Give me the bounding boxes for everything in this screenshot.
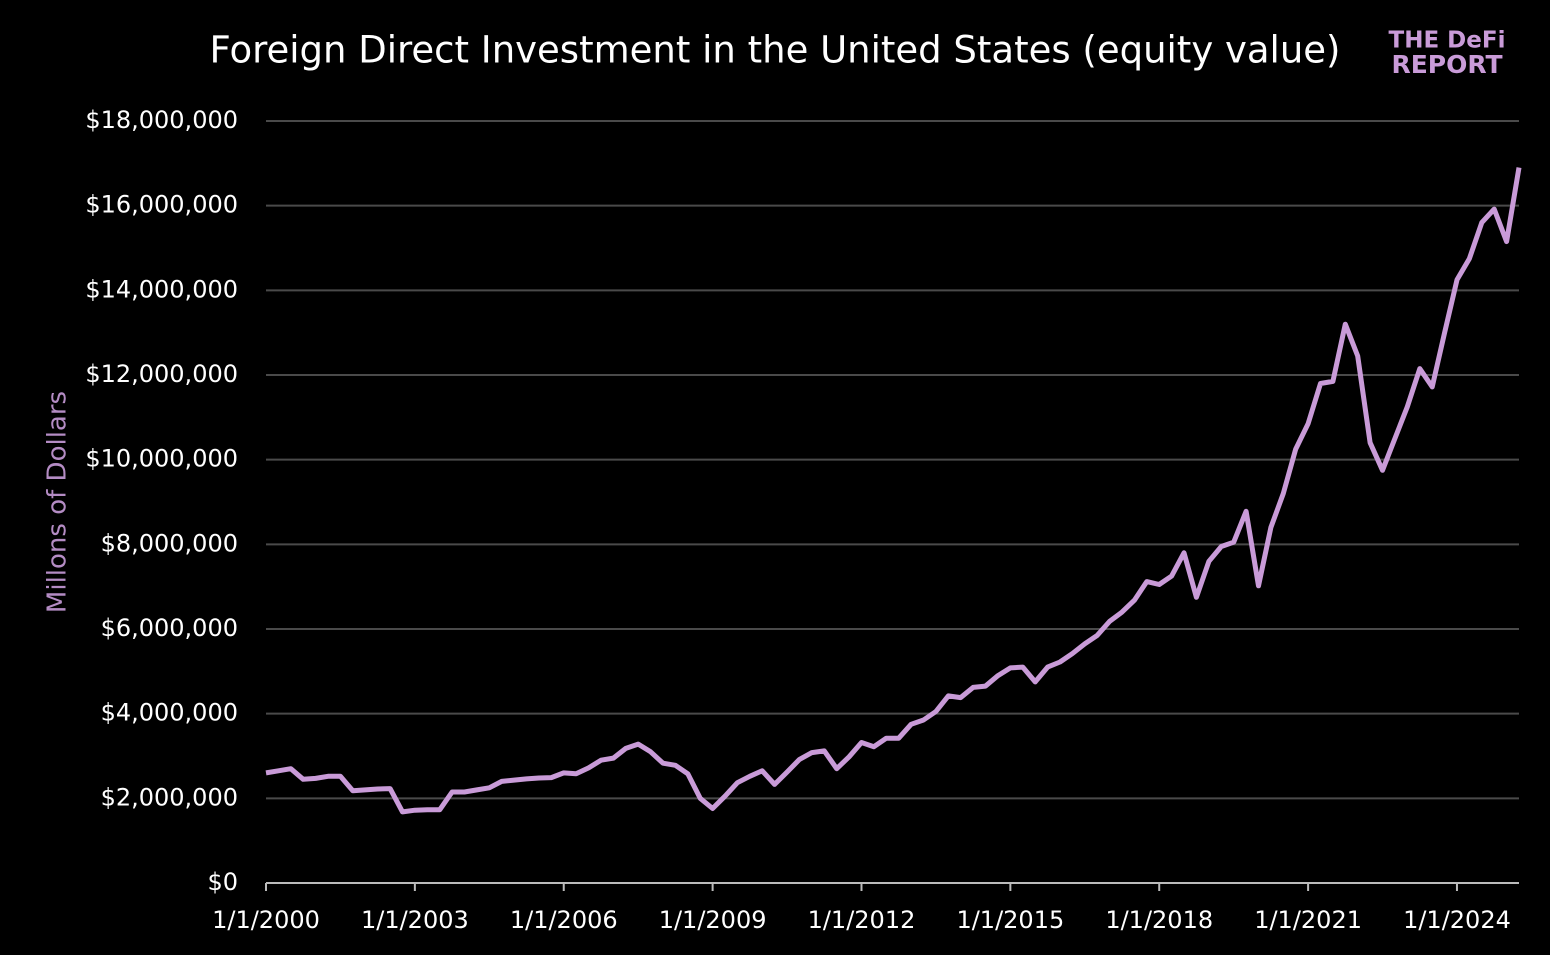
- data-line: [265, 167, 1522, 815]
- x-tick-label: 1/1/2006: [510, 906, 618, 934]
- y-tick-label: $12,000,000: [85, 360, 238, 388]
- y-axis-label: Millons of Dollars: [43, 391, 73, 613]
- y-tick-label: $8,000,000: [101, 529, 238, 557]
- x-tick-label: 1/1/2003: [361, 906, 469, 934]
- x-tick-label: 1/1/2024: [1403, 906, 1511, 934]
- y-tick-label: $6,000,000: [101, 614, 238, 642]
- y-tick-label: $0: [207, 868, 238, 896]
- x-tick-label: 1/1/2012: [808, 906, 916, 934]
- logo-line: REPORT: [1391, 50, 1502, 79]
- logo-line: THE DeFi: [1389, 28, 1506, 54]
- y-tick-label: $2,000,000: [101, 783, 238, 811]
- x-tick-label: 1/1/2000: [212, 906, 320, 934]
- x-tick-label: 1/1/2015: [956, 906, 1064, 934]
- x-tick-label: 1/1/2021: [1254, 906, 1362, 934]
- chart-title: Foreign Direct Investment in the United …: [210, 29, 1341, 72]
- x-tick-label: 1/1/2018: [1105, 906, 1213, 934]
- y-tick-label: $18,000,000: [85, 106, 238, 134]
- y-tick-label: $4,000,000: [101, 699, 238, 727]
- y-tick-label: $14,000,000: [85, 275, 238, 303]
- y-tick-label: $10,000,000: [85, 445, 238, 473]
- x-tick-label: 1/1/2009: [659, 906, 767, 934]
- y-tick-label: $16,000,000: [85, 191, 238, 219]
